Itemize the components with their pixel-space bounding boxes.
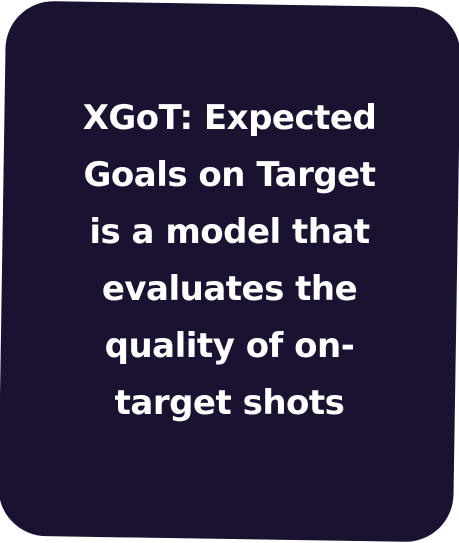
definition-line-4: evaluates the [101,269,358,309]
definition-text: XGoT: Expected Goals on Target is a mode… [0,90,459,432]
definition-line-5: quality of on- [104,326,355,366]
definition-line-2: Goals on Target [83,155,376,195]
definition-line-6: target shots [114,383,345,423]
definition-line-3: is a model that [89,212,370,252]
definition-line-1: XGoT: Expected [82,98,377,138]
